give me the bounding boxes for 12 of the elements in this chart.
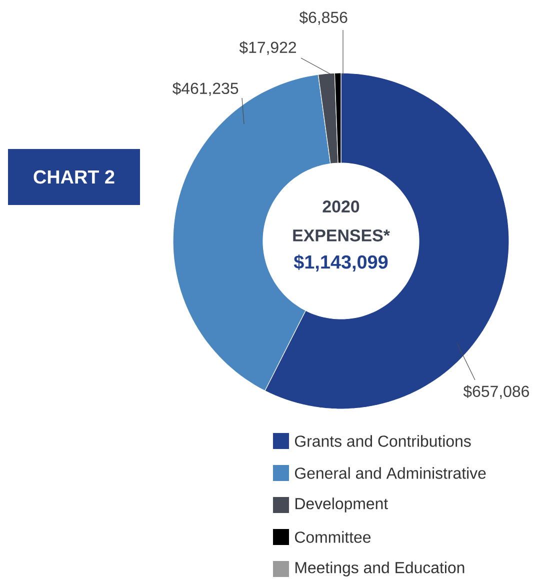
legend-label: Development (296, 498, 388, 512)
legend-label: General and Administrative (295, 467, 486, 479)
legend-label: Grants and Contributions (295, 435, 471, 447)
legend-label: Committee (295, 531, 371, 543)
data-label: $6,856 (299, 11, 348, 25)
legend-label: Meetings and Education (296, 562, 464, 576)
data-label: $17,922 (239, 41, 296, 55)
data-label: $657,086 (463, 385, 529, 399)
data-label: $461,235 (172, 82, 238, 96)
text: CHART 2 (34, 170, 114, 184)
text: 2020 EXPENSES* (293, 200, 390, 242)
text: $1,143,099 (294, 254, 388, 272)
